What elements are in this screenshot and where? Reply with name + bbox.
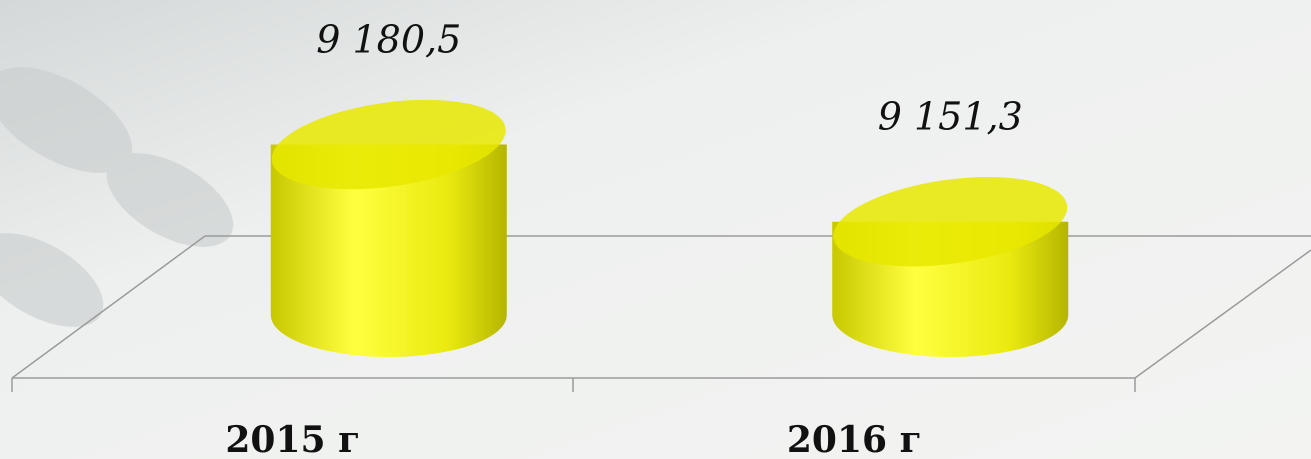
x-tick-label: 2016 г [787,419,922,459]
x-tick-label: 2015 г [225,419,360,459]
chart: 2015 г 9 180,5 2016 г 9 151,3 [0,0,1311,459]
data-label: 9 151,3 [878,95,1023,139]
data-label: 9 180,5 [316,18,461,62]
page: 2015 г9 180,52016 г9 151,3 (() => { cons… [0,0,1311,459]
